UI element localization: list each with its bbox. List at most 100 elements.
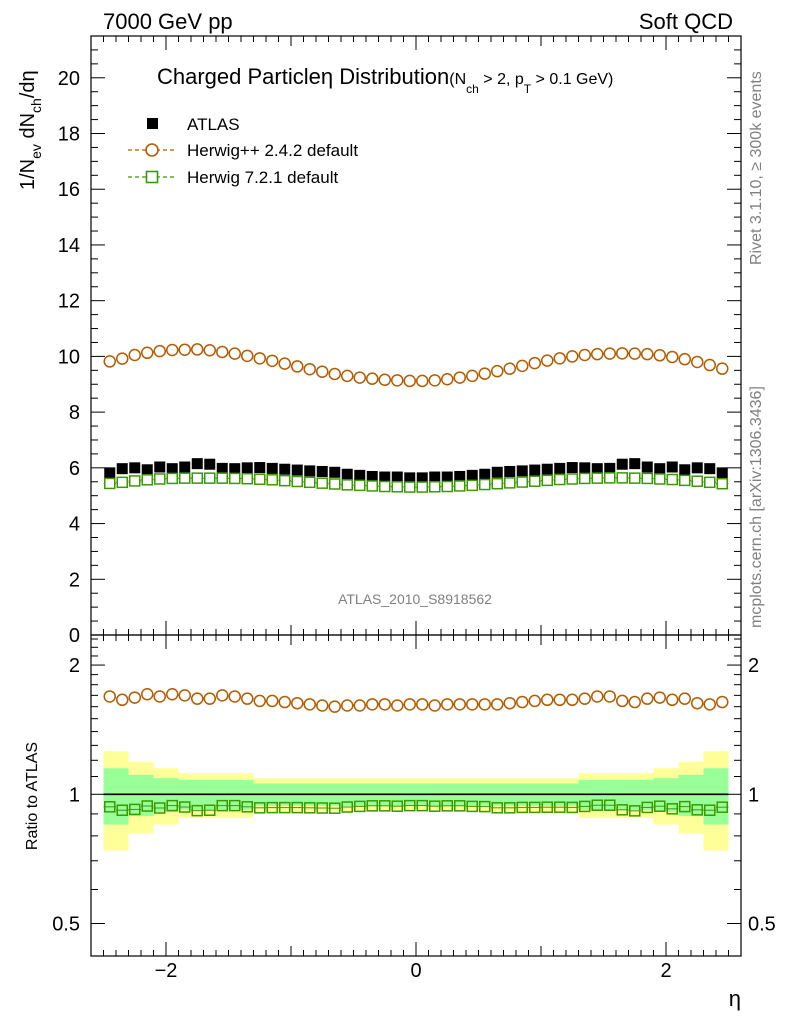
ratio-y-tick-label: 0.5 xyxy=(52,913,80,935)
ratio-herwigpp-point xyxy=(653,691,666,704)
main-y-axis-label: 1/Nev dNch/dη xyxy=(17,70,44,190)
herwigpp-point xyxy=(316,365,329,378)
ratio-herwigpp-point xyxy=(328,700,341,713)
ratio-herwigpp-point xyxy=(478,698,491,711)
legend-marker-herwigpp xyxy=(145,143,159,157)
y-tick-label: 8 xyxy=(69,402,80,424)
atlas-point xyxy=(591,463,603,475)
atlas-point xyxy=(241,462,253,474)
herwig7-point xyxy=(454,480,466,492)
herwigpp-point xyxy=(591,347,604,361)
ratio-herwig7-point xyxy=(141,800,153,812)
ratio-herwig7-point xyxy=(466,800,478,813)
herwigpp-point xyxy=(553,352,566,365)
herwig7-point xyxy=(704,476,716,489)
ratio-herwigpp-point xyxy=(116,693,129,707)
atlas-point xyxy=(466,469,478,481)
ratio-herwig7-point xyxy=(154,802,166,814)
ratio-herwig7-point xyxy=(566,801,578,814)
legend-label-herwig7: Herwig 7.2.1 default xyxy=(187,168,338,187)
ratio-herwigpp-point xyxy=(541,693,554,707)
ratio-y-axis-label: Ratio to ATLAS xyxy=(24,742,41,850)
ratio-herwig7-point xyxy=(116,804,128,816)
ratio-herwig7-point xyxy=(604,799,616,811)
herwigpp-point xyxy=(253,352,266,365)
herwig7-point xyxy=(141,474,153,486)
ratio-herwigpp-point xyxy=(491,698,504,711)
herwig7-point xyxy=(466,479,478,492)
herwigpp-point xyxy=(141,346,154,360)
ratio-herwigpp-point xyxy=(403,698,416,711)
chart-title-main: Charged Particleη Distribution xyxy=(157,64,449,89)
ratio-herwig7-point xyxy=(279,801,291,814)
herwig7-point xyxy=(366,480,378,492)
ratio-herwigpp-point xyxy=(153,690,166,703)
herwigpp-point xyxy=(116,352,129,365)
ratio-herwig7-point xyxy=(479,800,491,813)
herwigpp-point xyxy=(278,357,291,370)
herwig7-point xyxy=(429,481,441,493)
herwig7-point xyxy=(354,479,366,492)
ratio-y-tick-label-right: 0.5 xyxy=(748,913,776,935)
ratio-herwigpp-point xyxy=(178,689,191,702)
atlas-point xyxy=(429,471,441,483)
herwig7-point xyxy=(154,473,166,485)
atlas-point xyxy=(504,465,516,477)
ratio-herwig7-point xyxy=(179,801,191,813)
ratio-herwig7-point xyxy=(641,801,653,814)
ratio-herwigpp-point xyxy=(528,694,541,708)
herwig7-point xyxy=(641,472,653,485)
chart-title-cut-close: > 0.1 GeV) xyxy=(531,71,613,88)
atlas-point xyxy=(279,463,291,475)
herwig7-point xyxy=(529,475,541,487)
herwigpp-point xyxy=(691,355,704,369)
herwigpp-point xyxy=(416,374,429,388)
ratio-herwigpp-point xyxy=(603,690,616,703)
atlas-point xyxy=(291,464,303,476)
herwig7-point xyxy=(291,475,303,488)
atlas-point xyxy=(691,462,703,474)
ratio-herwigpp-point xyxy=(353,699,366,712)
herwig7-point xyxy=(216,472,228,484)
ratio-band-inner xyxy=(678,774,704,817)
atlas-point xyxy=(579,462,591,474)
ratio-herwigpp-point xyxy=(716,695,729,709)
ratio-herwig7-point xyxy=(241,801,253,813)
ratio-herwig7-point xyxy=(304,802,316,814)
chart-title-cut-open: (N xyxy=(449,71,466,88)
header-energy-label: 7000 GeV pp xyxy=(103,9,233,34)
herwig7-point xyxy=(279,474,291,487)
herwigpp-point xyxy=(391,374,404,387)
main-data-marks xyxy=(103,343,729,493)
atlas-point xyxy=(204,458,216,470)
ratio-herwigpp-point xyxy=(703,698,716,711)
ratio-herwig7-point xyxy=(516,801,528,814)
herwigpp-point xyxy=(153,344,166,358)
herwig7-point xyxy=(129,475,141,487)
ratio-herwig7-point xyxy=(204,804,216,816)
atlas-point xyxy=(391,471,403,483)
ratio-herwigpp-point xyxy=(578,692,591,705)
main-axis: 0 2 4 6 8 10 12 14 16 18 20 xyxy=(58,35,742,649)
ratio-herwig7-point xyxy=(666,803,678,815)
y-tick-label: 0 xyxy=(69,625,80,647)
ratio-herwig7-point xyxy=(291,801,303,814)
ratio-herwig7-point xyxy=(229,799,241,812)
chart-title-cut-pt-sub: T xyxy=(524,82,532,96)
atlas-point xyxy=(666,461,678,473)
ratio-herwig7-point xyxy=(529,801,541,814)
ratio-herwig7-point xyxy=(704,804,716,816)
ratio-herwigpp-point xyxy=(341,699,354,712)
ratio-herwig7-point xyxy=(616,804,628,816)
herwig7-point xyxy=(341,479,353,491)
herwigpp-point xyxy=(128,348,141,362)
herwig7-point xyxy=(229,472,241,485)
ratio-herwig7-point xyxy=(254,802,266,814)
ratio-herwig7-point xyxy=(416,799,428,812)
legend-label-atlas: ATLAS xyxy=(187,115,240,134)
herwigpp-point xyxy=(303,362,316,376)
ratio-axis: −2 0 2 0.5 0.5 1 1 2 2 xyxy=(52,634,776,982)
ratio-herwigpp-point xyxy=(503,696,516,710)
herwig7-point xyxy=(379,480,391,493)
ratio-herwig7-point xyxy=(266,801,278,814)
